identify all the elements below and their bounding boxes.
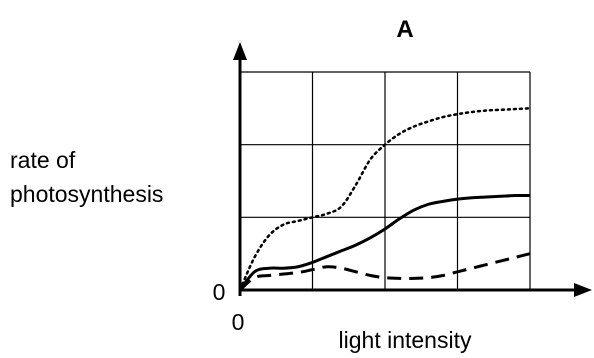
y-axis-arrowhead	[233, 42, 247, 60]
grid	[240, 71, 531, 290]
series-line-solid	[238, 193, 531, 291]
x-axis-arrowhead	[574, 283, 592, 297]
chart-title: A	[396, 16, 413, 43]
y-axis-label-line-1: rate of	[10, 147, 76, 173]
series-line-dashed	[238, 252, 531, 292]
series-layer	[238, 107, 532, 292]
axes	[233, 42, 592, 297]
x-origin-label: 0	[232, 309, 245, 335]
x-axis-label: light intensity	[339, 327, 472, 353]
y-axis-label-line-2: photosynthesis	[10, 181, 163, 207]
series-line-dotted	[238, 107, 532, 292]
y-origin-label: 0	[213, 279, 226, 305]
